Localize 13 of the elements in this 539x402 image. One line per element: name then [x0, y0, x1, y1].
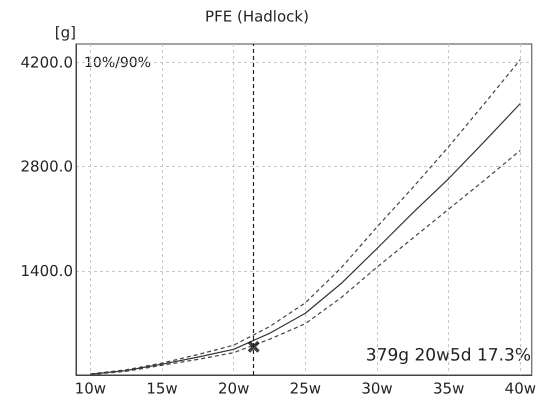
x-tick-label: 20w	[218, 380, 250, 398]
y-tick-label: 4200.0	[20, 54, 73, 72]
x-tick-label: 40w	[504, 380, 536, 398]
y-tick-label: 2800.0	[20, 158, 73, 176]
x-tick-label: 30w	[361, 380, 393, 398]
annotation: 379g 20w5d 17.3%	[366, 346, 532, 366]
chart-title: PFE (Hadlock)	[205, 8, 309, 26]
x-tick-label: 10w	[74, 380, 106, 398]
x-tick-label: 35w	[432, 380, 464, 398]
x-tick-label: 25w	[290, 380, 322, 398]
y-tick-label: 1400.0	[20, 262, 73, 280]
x-tick-label: 15w	[146, 380, 178, 398]
y-axis-title: [g]	[54, 24, 76, 42]
